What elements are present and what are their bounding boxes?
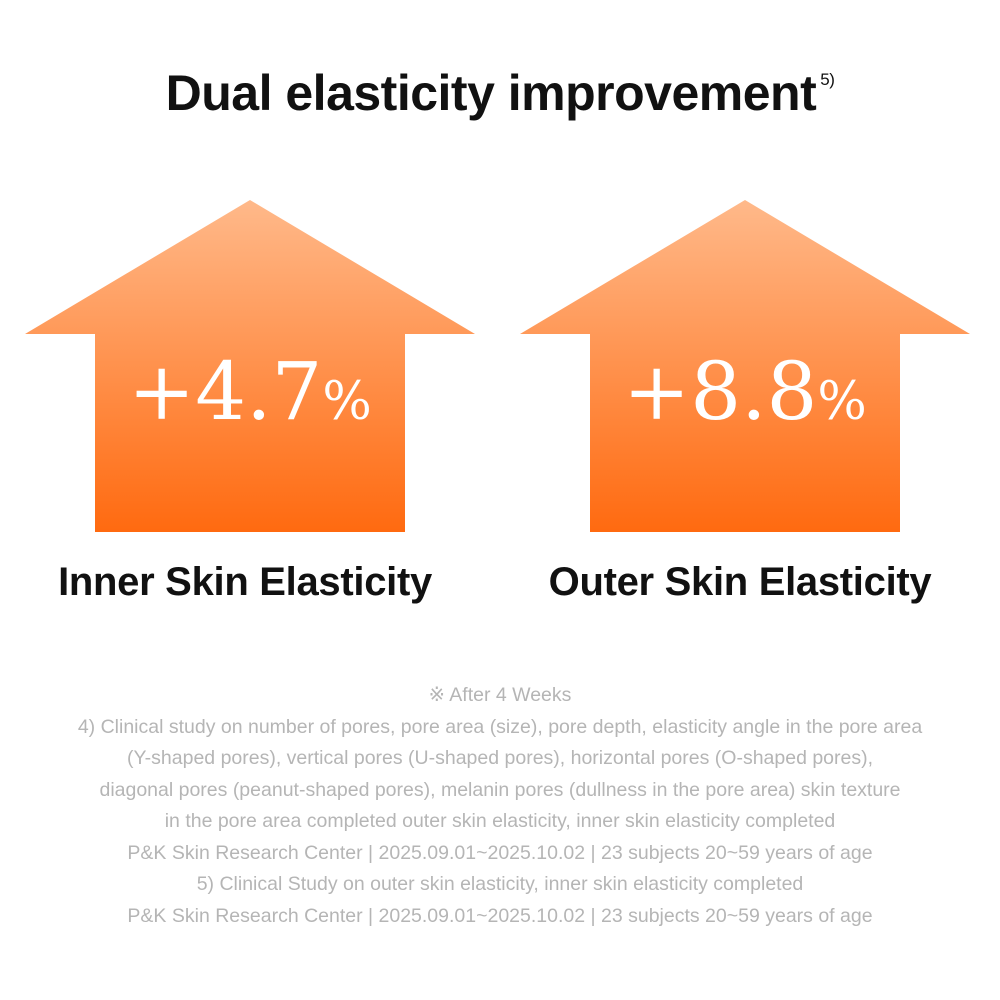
outer-elasticity-unit: % (817, 372, 867, 432)
footnote-line: P&K Skin Research Center | 2025.09.01~20… (127, 904, 873, 927)
inner-elasticity-value: +4.7% (25, 352, 475, 432)
inner-elasticity-number: +4.7 (128, 345, 323, 438)
footnote-line: 4) Clinical study on number of pores, po… (77, 715, 923, 738)
inner-elasticity-label: Inner Skin Elasticity (58, 560, 432, 604)
footnote-line: (Y-shaped pores), vertical pores (U-shap… (126, 747, 874, 769)
footnote-line: diagonal pores (peanut-shaped pores), me… (99, 778, 901, 801)
outer-elasticity-arrow: +8.8% (520, 200, 970, 532)
footnote-line: P&K Skin Research Center | 2025.09.01~20… (127, 841, 873, 864)
outer-elasticity-label: Outer Skin Elasticity (548, 560, 932, 604)
title-footnote-ref: 5) (820, 70, 835, 89)
footnote-line: 5) Clinical Study on outer skin elastici… (196, 873, 804, 895)
inner-elasticity-unit: % (322, 372, 372, 432)
footnotes: ※ After 4 Weeks 4) Clinical study on num… (0, 680, 1000, 932)
arrow-up-icon (25, 200, 475, 532)
arrow-up-icon (520, 200, 970, 532)
inner-elasticity-arrow: +4.7% (25, 200, 475, 532)
outer-elasticity-value: +8.8% (520, 352, 970, 432)
footnote-line: ※ After 4 Weeks (428, 684, 572, 706)
page-title: Dual elasticity improvement 5) (0, 64, 1000, 122)
page-title-text: Dual elasticity improvement (165, 65, 817, 121)
footnote-line: in the pore area completed outer skin el… (164, 810, 836, 832)
outer-elasticity-number: +8.8 (623, 345, 818, 438)
